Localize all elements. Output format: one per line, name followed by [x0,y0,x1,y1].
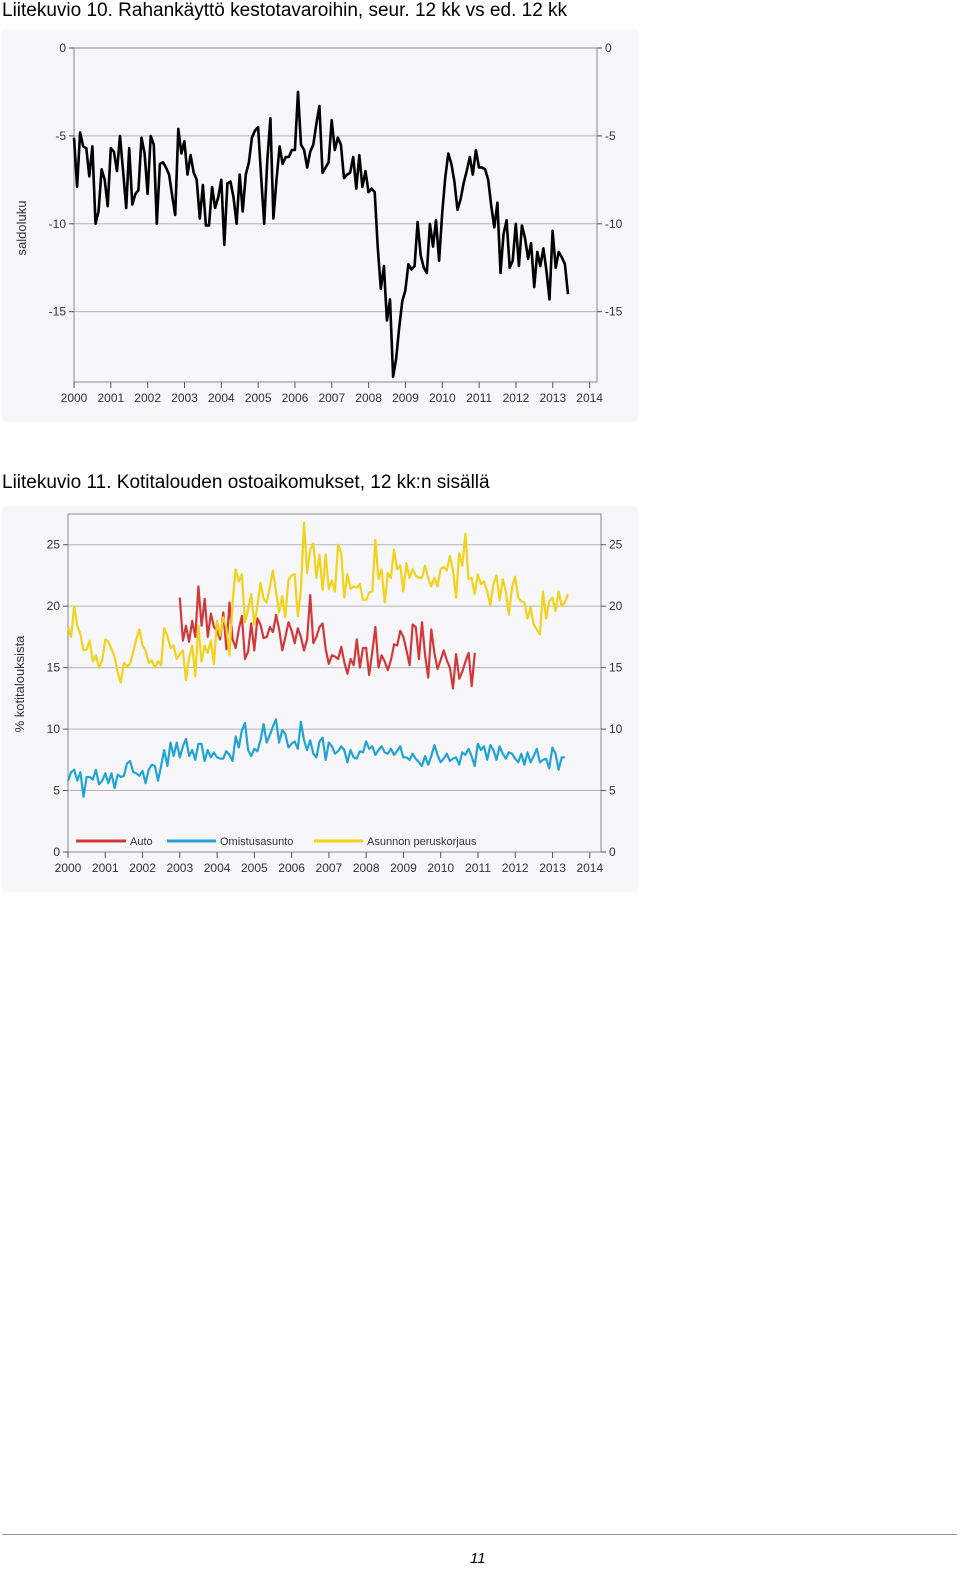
x-tick-label: 2001 [92,861,119,875]
x-tick-label: 2004 [204,861,231,875]
legend: Auto Omistusasunto Asunnon peruskorjaus [76,836,477,848]
x-tick-label: 2009 [390,861,417,875]
y-tick-label: -10 [49,217,67,231]
page-number: 11 [470,1550,486,1567]
y-axis-label: saldoluku [14,201,29,256]
y-tick-label-right: -10 [605,217,623,231]
y-tick-label-right: -15 [605,305,623,319]
y-tick-label: 0 [53,845,60,859]
x-tick-label: 2003 [166,861,193,875]
y-tick-label: 15 [47,661,61,675]
x-tick-label: 2008 [353,861,380,875]
y-tick-label-right: 25 [609,538,623,552]
y-tick-label: 5 [53,784,60,798]
y-tick-label: -5 [55,129,66,143]
legend-label-omistusasunto: Omistusasunto [220,836,293,848]
plot-area [73,47,598,383]
series-line-asunnon-peruskorjaus [66,521,569,684]
x-tick-label: 2002 [129,861,156,875]
x-tick-label: 2012 [503,391,530,405]
y-tick-label: -15 [49,305,67,319]
footer-divider [2,1534,957,1535]
figure-title: Liitekuvio 10. Rahankäyttö kestotavaroih… [2,0,568,21]
series-line-omistusasunto [66,718,565,798]
x-tick-label: 2011 [466,391,492,405]
y-tick-label: 0 [59,41,66,55]
x-tick-label: 2013 [539,861,566,875]
legend-label-asunnon-peruskorjaus: Asunnon peruskorjaus [367,836,477,848]
x-tick-label: 2014 [576,391,603,405]
chart-purchase-intentions: 0 5 10 15 20 25 0 5 10 15 20 25 2000 2001 2002 2003 20… [2,506,638,892]
y-tick-label-right: 10 [609,722,623,736]
x-tick-label: 2011 [465,861,491,875]
y-tick-label-right: 5 [609,784,616,798]
x-tick-label: 2007 [316,861,343,875]
x-tick-label: 2014 [576,861,603,875]
x-tick-label: 2013 [539,391,566,405]
x-tick-label: 2010 [427,861,454,875]
x-tick-label: 2012 [502,861,529,875]
x-tick-label: 2002 [134,391,161,405]
plot-area [67,513,602,853]
series-line-auto [178,585,476,690]
y-tick-label-right: 0 [605,41,612,55]
y-tick-label: 25 [47,538,61,552]
y-tick-label-right: 20 [609,599,623,613]
series-line-saldoluku [72,90,570,379]
y-tick-label: 10 [47,722,61,736]
y-tick-label-right: 15 [609,661,623,675]
y-tick-label-right: 0 [609,845,616,859]
y-axis-label: % kotitalouksista [12,635,27,733]
x-tick-label: 2000 [61,391,88,405]
x-tick-label: 2010 [429,391,456,405]
legend-label-auto: Auto [130,836,153,848]
x-tick-label: 2001 [97,391,124,405]
x-tick-label: 2006 [282,391,309,405]
x-tick-label: 2007 [318,391,345,405]
y-tick-label-right: -5 [605,129,616,143]
x-tick-label: 2005 [245,391,272,405]
x-tick-label: 2005 [241,861,268,875]
x-tick-label: 2006 [278,861,305,875]
x-tick-label: 2008 [355,391,382,405]
x-tick-label: 2000 [55,861,82,875]
chart-durables-spending: 0 -5 -10 -15 0 -5 -10 -15 2000 2001 2002 2003 2004… [2,30,638,422]
x-tick-label: 2003 [171,391,198,405]
x-tick-label: 2009 [392,391,419,405]
y-tick-label: 20 [47,599,61,613]
chart-1-svg: 0 -5 -10 -15 0 -5 -10 -15 2000 2001 2002 2003 2004… [14,41,623,405]
x-tick-label: 2004 [208,391,235,405]
chart-2-svg: 0 5 10 15 20 25 0 5 10 15 20 25 2000 2001 2002 2003 20… [12,513,623,875]
figure-title: Liitekuvio 11. Kotitalouden ostoaikomuks… [2,472,490,493]
